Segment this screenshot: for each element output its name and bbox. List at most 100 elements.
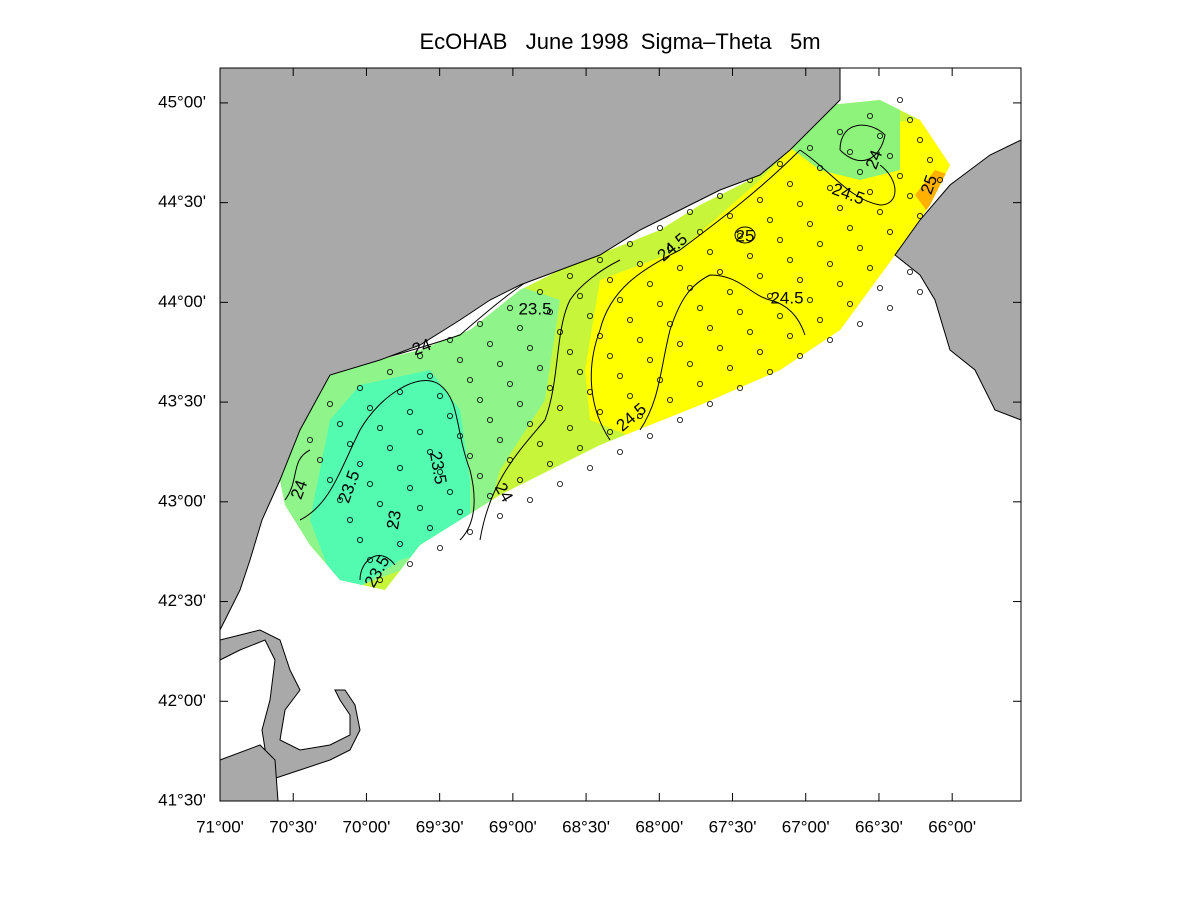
station [406, 408, 413, 415]
x-tick-label: 66°00' [928, 817, 976, 836]
station [657, 376, 664, 383]
station [777, 236, 784, 243]
station [547, 460, 554, 467]
station [537, 364, 544, 371]
station [837, 280, 844, 287]
station [476, 472, 483, 479]
station [617, 372, 624, 379]
station [376, 500, 383, 507]
station [557, 404, 564, 411]
station [797, 200, 804, 207]
station [827, 336, 834, 343]
station [907, 268, 914, 275]
station [807, 296, 814, 303]
station [517, 324, 524, 331]
station [807, 220, 814, 227]
station [857, 168, 864, 175]
station [597, 408, 604, 415]
station [306, 436, 313, 443]
station [346, 440, 353, 447]
x-tick-label: 67°00' [782, 817, 830, 836]
station [627, 316, 634, 323]
station [506, 380, 513, 387]
station [917, 212, 924, 219]
station [527, 420, 534, 427]
x-tick-label: 67°30' [709, 817, 757, 836]
station [777, 160, 784, 167]
x-tick-label: 66°30' [855, 817, 903, 836]
station [396, 388, 403, 395]
station [607, 276, 614, 283]
station [797, 352, 804, 359]
station [717, 344, 724, 351]
station [667, 244, 674, 251]
station [637, 412, 644, 419]
station [607, 428, 614, 435]
station [637, 260, 644, 267]
station [887, 304, 894, 311]
stations [296, 97, 984, 584]
station [376, 424, 383, 431]
station [316, 456, 323, 463]
station [557, 328, 564, 335]
station [346, 517, 353, 524]
y-tick-label: 42°00' [158, 691, 206, 710]
station [506, 304, 513, 311]
y-tick-label: 41°30' [158, 790, 206, 809]
station [496, 513, 503, 520]
station [547, 384, 554, 391]
station [757, 272, 764, 279]
map-title: EcOHAB June 1998 Sigma–Theta 5m [419, 29, 820, 54]
station [937, 176, 944, 183]
station [837, 128, 844, 135]
station [336, 496, 343, 503]
station [667, 320, 674, 327]
station [456, 432, 463, 439]
station [527, 344, 534, 351]
station [787, 180, 794, 187]
station [707, 248, 714, 255]
station [877, 284, 884, 291]
station [416, 352, 423, 359]
station [486, 416, 493, 423]
station [707, 324, 714, 331]
station [787, 332, 794, 339]
station [817, 240, 824, 247]
station [857, 320, 864, 327]
station [517, 476, 524, 483]
station [436, 468, 443, 475]
station [366, 480, 373, 487]
station [577, 292, 584, 299]
station [867, 188, 874, 195]
station [446, 412, 453, 419]
station [647, 432, 654, 439]
station [587, 464, 594, 471]
station [617, 296, 624, 303]
station [737, 308, 744, 315]
station [426, 448, 433, 455]
station [527, 496, 534, 503]
x-tick-label: 70°30' [269, 817, 317, 836]
station [787, 256, 794, 263]
station [757, 348, 764, 355]
station [336, 420, 343, 427]
station [727, 288, 734, 295]
station [677, 416, 684, 423]
station [847, 148, 854, 155]
station [547, 308, 554, 315]
station [456, 508, 463, 515]
y-tick-label: 44°00' [158, 292, 206, 311]
station [607, 352, 614, 359]
station [697, 380, 704, 387]
station [356, 384, 363, 391]
y-tick-label: 42°30' [158, 591, 206, 610]
station [577, 444, 584, 451]
station [476, 320, 483, 327]
station [627, 240, 634, 247]
station [597, 332, 604, 339]
station [917, 288, 924, 295]
station [737, 384, 744, 391]
x-tick-label: 71°00' [196, 817, 244, 836]
station [847, 224, 854, 231]
station [326, 476, 333, 483]
